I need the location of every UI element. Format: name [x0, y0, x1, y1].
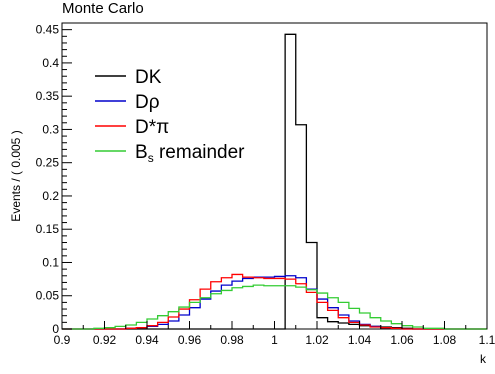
series-line-3: [62, 273, 487, 330]
y-tick-label: 0.45: [36, 23, 60, 37]
x-tick-label: 1.02: [305, 333, 329, 347]
legend-label-2: Dρ: [135, 92, 160, 113]
chart-title: Monte Carlo: [62, 0, 144, 17]
x-tick-label: 0.98: [220, 333, 244, 347]
legend-label-3: D*π: [135, 117, 169, 138]
y-tick-label: 0: [52, 322, 59, 336]
y-tick-label: 0.35: [36, 89, 60, 103]
y-tick-label: 0.1: [42, 255, 59, 269]
x-tick-label: 0.96: [178, 333, 202, 347]
x-axis-label: k: [480, 352, 487, 366]
x-tick-label: 1.06: [390, 333, 414, 347]
y-tick-label: 0.2: [42, 189, 59, 203]
legend-label-4: Bs remainder: [135, 142, 245, 165]
y-tick-label: 0.3: [42, 122, 59, 136]
x-tick-label: 0.9: [54, 333, 71, 347]
legend-label-1: DK: [135, 67, 162, 88]
y-tick-label: 0.25: [36, 156, 60, 170]
x-tick-label: 0.94: [135, 333, 159, 347]
x-tick-label: 1: [271, 333, 278, 347]
y-axis-label: Events / ( 0.005 ): [9, 130, 23, 221]
y-tick-label: 0.4: [42, 56, 59, 70]
x-tick-label: 1.08: [433, 333, 457, 347]
series-line-1: [62, 33, 487, 330]
y-tick-label: 0.05: [36, 289, 60, 303]
plot-frame: [61, 22, 488, 330]
x-tick-label: 1.04: [348, 333, 372, 347]
x-tick-label: 1.1: [479, 333, 495, 347]
y-tick-label: 0.15: [36, 222, 60, 236]
x-tick-label: 0.92: [93, 333, 117, 347]
